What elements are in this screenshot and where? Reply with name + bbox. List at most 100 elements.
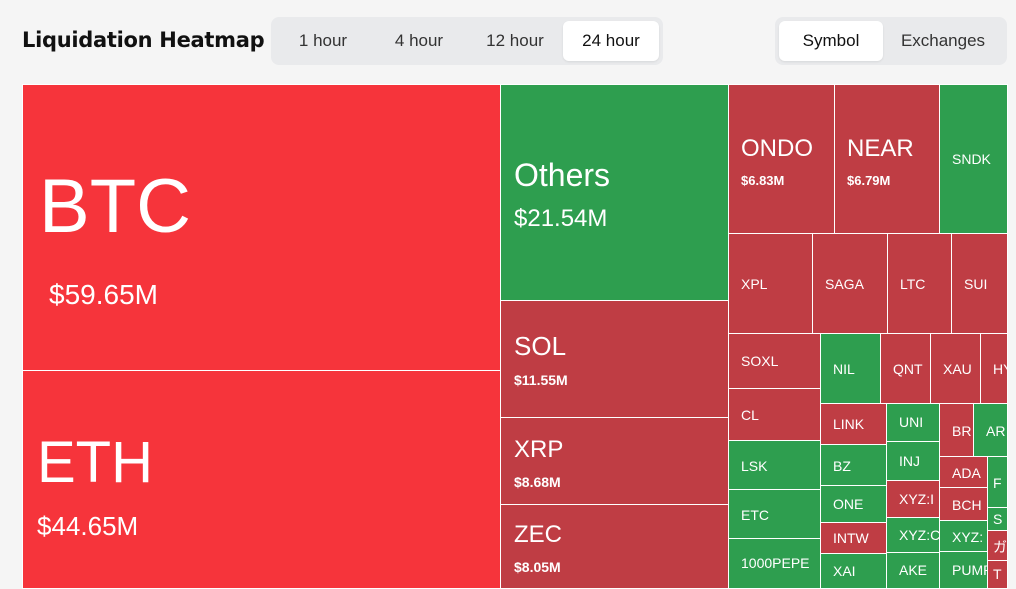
- tile-symbol: ガ: [993, 539, 1007, 555]
- time-range-selector: 1 hour 4 hour 12 hour 24 hour: [271, 17, 663, 65]
- tile-symbol: NEAR: [847, 135, 914, 162]
- tile-symbol: CL: [741, 407, 759, 423]
- page-title: Liquidation Heatmap: [22, 28, 265, 52]
- tile-symbol: INTW: [833, 530, 869, 546]
- tile-cl[interactable]: CL: [728, 388, 821, 441]
- tile-value: $44.65M: [37, 511, 139, 541]
- tile-symbol: ETC: [741, 507, 769, 523]
- tile-s[interactable]: S: [987, 507, 1008, 531]
- tile-hy[interactable]: HY: [980, 333, 1008, 404]
- tile-xau[interactable]: XAU: [930, 333, 981, 404]
- tile-symbol: LTC: [900, 276, 926, 292]
- tile-symbol: BR: [952, 423, 972, 439]
- tile-value: $59.65M: [49, 279, 158, 310]
- tile-symbol: XYZ:C: [899, 527, 940, 543]
- tile-symbol: INJ: [899, 453, 920, 469]
- tile-symbol: SAGA: [825, 276, 864, 292]
- tile-xyz-c[interactable]: XYZ:C: [886, 517, 940, 553]
- tile-btc[interactable]: BTC $59.65M: [22, 84, 501, 371]
- tile-symbol: 1000PEPE: [741, 555, 810, 571]
- tile-ltc[interactable]: LTC: [887, 233, 952, 334]
- time-12-hour-button[interactable]: 12 hour: [486, 31, 544, 50]
- tile-symbol: QNT: [893, 361, 923, 377]
- tile-pump[interactable]: PUMP: [939, 551, 988, 589]
- tile-symbol: Others: [514, 157, 611, 193]
- tile-sui[interactable]: SUI: [951, 233, 1008, 334]
- tile-others[interactable]: Others $21.54M: [500, 84, 729, 301]
- tile-xyz[interactable]: XYZ:: [939, 520, 988, 552]
- tile-qnt[interactable]: QNT: [880, 333, 931, 404]
- tile-symbol: ZEC: [514, 521, 562, 548]
- tile-one[interactable]: ONE: [820, 485, 887, 523]
- tile-etc[interactable]: ETC: [728, 489, 821, 539]
- tile-symbol: XAI: [833, 563, 856, 579]
- tile-saga[interactable]: SAGA: [812, 233, 888, 334]
- tile-ada[interactable]: ADA: [939, 456, 988, 488]
- tile-symbol: S: [993, 511, 1003, 527]
- tile-lsk[interactable]: LSK: [728, 440, 821, 490]
- exchanges-view-button[interactable]: Exchanges: [900, 31, 986, 50]
- symbol-view-button[interactable]: Symbol: [779, 21, 883, 61]
- tile-xrp[interactable]: XRP $8.68M: [500, 417, 729, 505]
- tile-inj[interactable]: INJ: [886, 441, 940, 481]
- tile-symbol: F: [993, 475, 1002, 491]
- tile-uni[interactable]: UNI: [886, 403, 940, 442]
- tile-eth[interactable]: ETH $44.65M: [22, 370, 501, 589]
- tile-symbol: SNDK: [952, 151, 991, 167]
- tile-sol[interactable]: SOL $11.55M: [500, 300, 729, 418]
- tile-ja[interactable]: ガ: [987, 530, 1008, 561]
- tile-bz[interactable]: BZ: [820, 444, 887, 486]
- tile-symbol: ADA: [952, 465, 981, 481]
- tile-symbol: ONE: [833, 496, 864, 512]
- tile-symbol: SOL: [514, 331, 567, 361]
- tile-symbol: AR: [986, 423, 1006, 439]
- tile-soxl[interactable]: SOXL: [728, 333, 821, 389]
- tile-symbol: PUMP: [952, 562, 987, 578]
- tile-ar[interactable]: AR: [973, 403, 1008, 457]
- tile-symbol: LINK: [833, 416, 865, 432]
- tile-symbol: HY: [993, 361, 1007, 377]
- tile-value: $8.68M: [514, 474, 561, 490]
- tile-nil[interactable]: NIL: [820, 333, 881, 404]
- tile-symbol: T: [993, 566, 1002, 582]
- tile-value: $21.54M: [514, 205, 608, 232]
- tile-symbol: BTC: [39, 164, 191, 249]
- tile-symbol: XYZ:: [952, 529, 984, 545]
- tile-xpl[interactable]: XPL: [728, 233, 813, 334]
- tile-symbol: SUI: [964, 276, 988, 292]
- tile-symbol: SOXL: [741, 353, 779, 369]
- view-mode-selector: Symbol Exchanges: [775, 17, 1007, 65]
- tile-intw[interactable]: INTW: [820, 522, 887, 554]
- tile-zec[interactable]: ZEC $8.05M: [500, 504, 729, 589]
- tile-symbol: XRP: [514, 436, 564, 463]
- time-24-hour-button[interactable]: 24 hour: [563, 21, 659, 61]
- tile-1000pepe[interactable]: 1000PEPE: [728, 538, 821, 589]
- tile-xyz-i[interactable]: XYZ:I: [886, 480, 940, 518]
- tile-br[interactable]: BR: [939, 403, 974, 457]
- tile-symbol: ONDO: [741, 135, 813, 162]
- tile-symbol: ETH: [37, 430, 153, 495]
- tile-symbol: XAU: [943, 361, 972, 377]
- tile-value: $6.83M: [741, 173, 785, 188]
- tile-symbol: BCH: [952, 497, 982, 513]
- tile-sndk[interactable]: SNDK: [939, 84, 1008, 234]
- time-4-hour-button[interactable]: 4 hour: [394, 31, 444, 50]
- tile-near[interactable]: NEAR $6.79M: [834, 84, 940, 234]
- tile-bch[interactable]: BCH: [939, 487, 988, 521]
- tile-t[interactable]: T: [987, 560, 1008, 589]
- tile-ondo[interactable]: ONDO $6.83M: [728, 84, 835, 234]
- tile-value: $6.79M: [847, 173, 891, 188]
- tile-symbol: XPL: [741, 276, 768, 292]
- tile-value: $8.05M: [514, 559, 561, 575]
- liquidation-heatmap: BTC $59.65M ETH $44.65M Others $21.54M S…: [22, 84, 1008, 589]
- tile-symbol: NIL: [833, 361, 855, 377]
- tile-link[interactable]: LINK: [820, 403, 887, 445]
- tile-symbol: UNI: [899, 414, 924, 430]
- tile-value: $11.55M: [514, 372, 568, 388]
- time-1-hour-button[interactable]: 1 hour: [298, 31, 348, 50]
- tile-symbol: LSK: [741, 458, 768, 474]
- tile-xai[interactable]: XAI: [820, 553, 887, 589]
- tile-ake[interactable]: AKE: [886, 552, 940, 589]
- tile-symbol: AKE: [899, 562, 928, 578]
- tile-f[interactable]: F: [987, 456, 1008, 508]
